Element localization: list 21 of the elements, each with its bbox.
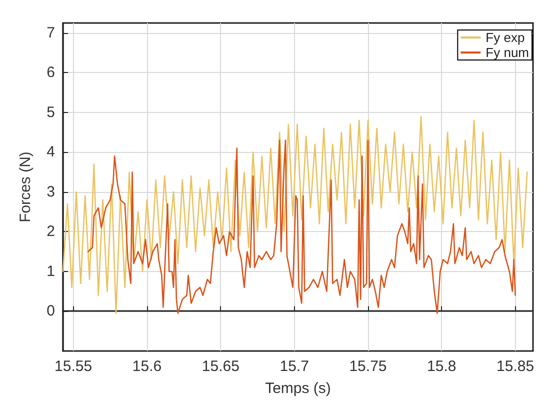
y-tick-label: 1 — [46, 262, 55, 280]
x-tick-label: 15.55 — [54, 358, 92, 375]
y-axis-title: Forces (N) — [17, 152, 34, 222]
legend-label: Fy exp — [486, 30, 525, 45]
x-tick-label: 15.7 — [280, 358, 309, 375]
x-tick-label: 15.8 — [427, 358, 456, 375]
x-axis-title: Temps (s) — [265, 380, 331, 397]
x-tick-label: 15.85 — [496, 358, 534, 375]
x-tick-label: 15.65 — [202, 358, 240, 375]
y-tick-label: 0 — [46, 302, 55, 320]
y-tick-label: 2 — [46, 223, 55, 240]
line-series — [87, 140, 516, 314]
x-tick-label: 15.6 — [132, 358, 162, 375]
y-tick-label: 4 — [46, 144, 55, 161]
y-tick-label: 7 — [46, 24, 55, 42]
y-tick-label: 5 — [46, 104, 55, 121]
line-series — [62, 116, 528, 314]
legend-label: Fy num — [486, 45, 529, 60]
y-tick-label: 3 — [46, 183, 55, 200]
x-tick-label: 15.75 — [349, 358, 387, 375]
y-tick-label: 6 — [46, 64, 55, 82]
